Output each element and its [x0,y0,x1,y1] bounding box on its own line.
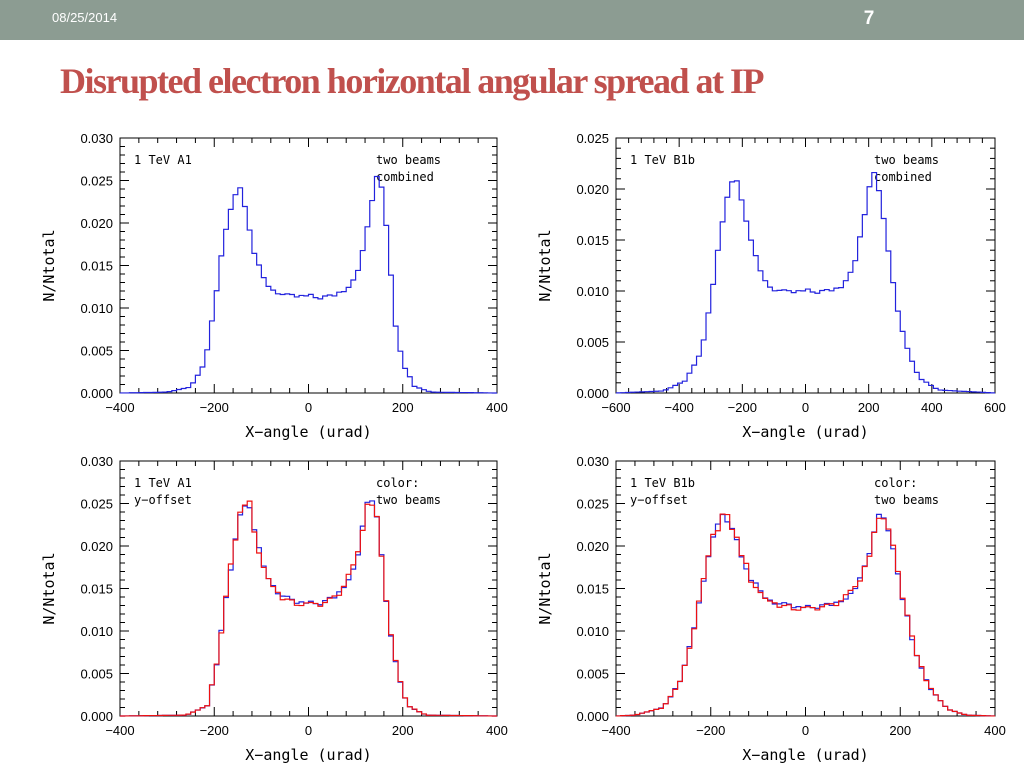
x-axis-label: X−angle (urad) [742,423,868,441]
annotation-left: 1 TeV A1 [134,153,192,167]
y-tick-label: 0.015 [80,582,113,597]
y-tick-label: 0.000 [80,386,113,401]
chart-panel-3: −400 −200 0 200 400 0.000 0.005 0.010 0.015 0.020… [40,454,508,764]
y-tick-label: 0.025 [576,497,609,512]
histogram-series-1 [616,513,995,717]
annotation-right: color: [874,476,917,490]
x-tick-label: −400 [601,723,630,738]
x-tick-label: 200 [889,723,911,738]
histogram-series-2 [616,513,995,717]
x-tick-label: 400 [921,400,943,415]
x-tick-label: 600 [984,400,1006,415]
y-tick-label: 0.020 [80,216,113,231]
x-tick-label: 200 [858,400,880,415]
y-tick-label: 0.000 [576,386,609,401]
x-axis-label: X−angle (urad) [245,746,371,764]
annotation-right: two beams [874,493,939,507]
histogram-series-1 [120,500,497,717]
x-tick-label: −200 [696,723,725,738]
x-tick-label: −200 [200,400,229,415]
y-tick-label: 0.010 [80,624,113,639]
x-tick-label: 400 [984,723,1006,738]
chart-panel-1: −400 −200 0 200 400 0.000 0.005 0.010 0.015 0.020… [40,131,508,441]
annotation-right: color: [376,476,419,490]
y-tick-label: 0.010 [576,624,609,639]
histogram-series-2 [120,500,497,717]
y-tick-label: 0.005 [80,667,113,682]
histogram-series-1 [616,171,995,394]
annotation-left: y−offset [134,493,192,507]
y-tick-label: 0.030 [80,454,113,469]
y-tick-label: 0.015 [80,259,113,274]
plot-frame [615,137,996,394]
annotation-right: combined [376,170,434,184]
annotation-right: two beams [376,153,441,167]
x-tick-label: 200 [392,723,414,738]
y-axis-label: N/Ntotal [536,552,554,624]
y-tick-label: 0.025 [80,497,113,512]
y-tick-label: 0.000 [80,709,113,724]
y-tick-label: 0.010 [576,284,609,299]
x-tick-label: 400 [486,723,508,738]
y-tick-label: 0.020 [80,539,113,554]
annotation-right: two beams [376,493,441,507]
y-axis-label: N/Ntotal [40,552,58,624]
y-tick-label: 0.005 [576,335,609,350]
plot-frame [119,137,498,394]
slide-date: 08/25/2014 [52,10,118,25]
annotation-left: y−offset [630,493,688,507]
x-tick-label: 400 [486,400,508,415]
y-tick-label: 0.030 [80,131,113,146]
x-tick-label: −400 [105,400,134,415]
x-tick-label: −200 [728,400,757,415]
x-tick-label: 0 [802,400,809,415]
x-tick-label: −200 [200,723,229,738]
y-tick-label: 0.015 [576,233,609,248]
annotation-right: two beams [874,153,939,167]
header-bar [0,0,1024,40]
slide-title: Disrupted electron horizontal angular sp… [60,61,765,101]
y-tick-label: 0.025 [576,131,609,146]
y-tick-label: 0.000 [576,709,609,724]
chart-panel-4: −400 −200 0 200 400 0.000 0.005 0.010 0.015 0.020… [536,454,1006,764]
annotation-left: 1 TeV B1b [630,153,695,167]
x-tick-label: 0 [802,723,809,738]
y-axis-label: N/Ntotal [40,229,58,301]
annotation-left: 1 TeV A1 [134,476,192,490]
y-tick-label: 0.005 [576,667,609,682]
annotation-left: 1 TeV B1b [630,476,695,490]
chart-panel-2: −600 −400 −200 0 200 400 600 0.000 0.005 0.010 0.0… [536,131,1006,441]
y-tick-label: 0.010 [80,301,113,316]
y-tick-label: 0.015 [576,582,609,597]
x-tick-label: 0 [305,723,312,738]
x-tick-label: 200 [392,400,414,415]
slide-number: 7 [863,8,875,29]
annotation-right: combined [874,170,932,184]
x-tick-label: −400 [105,723,134,738]
y-tick-label: 0.005 [80,344,113,359]
histogram-series-1 [120,175,497,394]
y-tick-label: 0.020 [576,539,609,554]
x-tick-label: −400 [665,400,694,415]
x-tick-label: 0 [305,400,312,415]
y-tick-label: 0.020 [576,182,609,197]
y-tick-label: 0.025 [80,174,113,189]
x-tick-label: −600 [601,400,630,415]
x-axis-label: X−angle (urad) [742,746,868,764]
y-tick-label: 0.030 [576,454,609,469]
x-axis-label: X−angle (urad) [245,423,371,441]
y-axis-label: N/Ntotal [536,229,554,301]
